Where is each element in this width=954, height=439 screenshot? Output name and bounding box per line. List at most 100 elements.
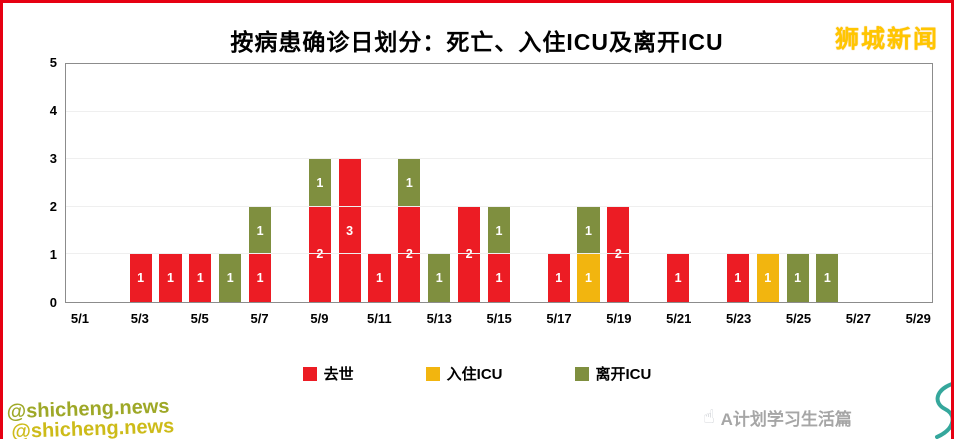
bar-5/3: 1 xyxy=(126,64,156,302)
x-tick-label: 5/9 xyxy=(310,311,329,326)
bar-value-label: 1 xyxy=(585,271,592,286)
bar-segment-离开ICU: 1 xyxy=(487,206,510,255)
x-tick-label: 5/19 xyxy=(606,311,632,326)
bar-value-label: 1 xyxy=(167,271,174,286)
y-tick-label: 3 xyxy=(49,151,57,166)
watermark-text-shadow: @shicheng.news xyxy=(10,415,175,439)
x-tick-label xyxy=(155,311,185,326)
bar-segment-去世: 1 xyxy=(726,254,749,302)
legend-item-去世: 去世 xyxy=(302,363,354,384)
bar-value-label: 2 xyxy=(614,247,622,262)
bar-value-label: 1 xyxy=(794,271,802,286)
watermark: @shicheng.news @shicheng.news xyxy=(4,391,246,439)
bar-5/25: 1 xyxy=(783,64,813,302)
x-tick-label: 5/25 xyxy=(785,311,812,326)
bar-5/13: 1 xyxy=(424,64,454,302)
y-tick-label: 5 xyxy=(49,55,57,70)
bar-segment-离开ICU: 1 xyxy=(249,206,272,255)
bar-segment-去世: 2 xyxy=(458,206,481,302)
bar-segment-离开ICU: 1 xyxy=(786,254,809,302)
bar-value-label: 1 xyxy=(555,271,563,286)
y-tick-label: 2 xyxy=(49,199,57,214)
y-axis: 0 1 2 3 4 5 xyxy=(37,55,57,310)
bar-value-label: 1 xyxy=(764,271,772,286)
legend-swatch-icon xyxy=(574,366,589,381)
gridline xyxy=(66,110,932,112)
bar-5/10: 3 xyxy=(335,64,365,302)
bar-segment-去世: 1 xyxy=(159,254,182,302)
footer-brand: ☝ A计划学习生活篇 xyxy=(703,405,852,430)
bar-segment-去世: 1 xyxy=(667,254,690,302)
bar-value-label: 1 xyxy=(316,176,324,191)
chart-legend: 去世 入住ICU 离开ICU xyxy=(3,363,951,384)
legend-label: 离开ICU xyxy=(595,366,652,383)
bar-segment-离开ICU: 1 xyxy=(577,206,600,255)
bar-value-label: 1 xyxy=(256,271,264,286)
bar-segment-去世: 1 xyxy=(189,254,212,302)
x-tick-label: 5/5 xyxy=(190,311,209,326)
legend-item-离开ICU: 离开ICU xyxy=(574,363,652,384)
bar-segment-去世: 1 xyxy=(129,254,152,302)
bar-5/17: 1 xyxy=(544,64,574,302)
bar-segment-去世: 1 xyxy=(249,254,272,302)
bar-segment-去世: 1 xyxy=(487,254,510,302)
bar-value-label: 1 xyxy=(495,223,503,238)
bar-segment-入住ICU: 1 xyxy=(756,254,779,302)
x-tick-label: 5/15 xyxy=(486,311,512,326)
x-tick-label xyxy=(394,311,424,326)
bar-5/11: 1 xyxy=(365,64,395,302)
bar-value-label: 3 xyxy=(346,223,354,238)
bar-5/20 xyxy=(633,64,663,302)
bar-segment-离开ICU: 1 xyxy=(428,254,451,302)
bar-segment-去世: 3 xyxy=(338,159,361,302)
x-tick-label xyxy=(215,311,245,326)
bar-5/29 xyxy=(902,64,932,302)
bar-5/26: 1 xyxy=(812,64,842,302)
bar-value-label: 1 xyxy=(674,271,682,286)
bar-5/22 xyxy=(693,64,723,302)
footer-brand-text: A计划学习生活篇 xyxy=(720,410,852,429)
bar-5/6: 1 xyxy=(215,64,245,302)
bar-segment-离开ICU: 1 xyxy=(219,254,242,302)
bar-segment-离开ICU: 1 xyxy=(398,159,421,207)
x-axis: 5/1 5/3 5/5 5/7 5/9 5/11 5/13 5/15 5/17 5/19 5/21 5… xyxy=(65,311,933,326)
legend-swatch-icon xyxy=(425,366,440,381)
x-tick-label xyxy=(813,311,843,326)
x-tick-label: 5/3 xyxy=(130,311,149,326)
x-tick-label xyxy=(873,311,903,326)
bar-value-label: 1 xyxy=(495,271,503,286)
bar-5/8 xyxy=(275,64,305,302)
x-tick-label xyxy=(334,311,364,326)
bar-segment-去世: 1 xyxy=(547,254,570,302)
brand-logo: 狮城新闻 xyxy=(835,26,939,53)
x-tick-label: 5/21 xyxy=(666,311,692,326)
bar-5/27 xyxy=(842,64,872,302)
legend-item-入住ICU: 入住ICU xyxy=(425,363,503,384)
x-tick-label: 5/7 xyxy=(250,311,269,326)
x-tick-label xyxy=(514,311,544,326)
y-tick-label: 1 xyxy=(49,247,57,262)
hand-icon: ☝ xyxy=(703,407,715,428)
legend-label: 去世 xyxy=(323,366,354,383)
x-tick-label xyxy=(275,311,305,326)
bar-5/2 xyxy=(96,64,126,302)
bar-segment-离开ICU: 1 xyxy=(308,159,331,207)
x-tick-label xyxy=(454,311,484,326)
legend-label: 入住ICU xyxy=(446,366,503,383)
x-tick-label xyxy=(754,311,784,326)
bar-value-label: 2 xyxy=(405,247,413,262)
y-tick-label: 0 xyxy=(49,295,57,310)
x-tick-label: 5/11 xyxy=(367,311,392,326)
x-tick-label: 5/29 xyxy=(905,311,931,326)
bar-value-label: 1 xyxy=(734,271,742,286)
watermark-text: @shicheng.news xyxy=(6,395,170,424)
x-tick-label: 5/17 xyxy=(546,311,572,326)
x-tick-label: 5/1 xyxy=(70,311,89,326)
bar-value-label: 1 xyxy=(435,271,443,286)
